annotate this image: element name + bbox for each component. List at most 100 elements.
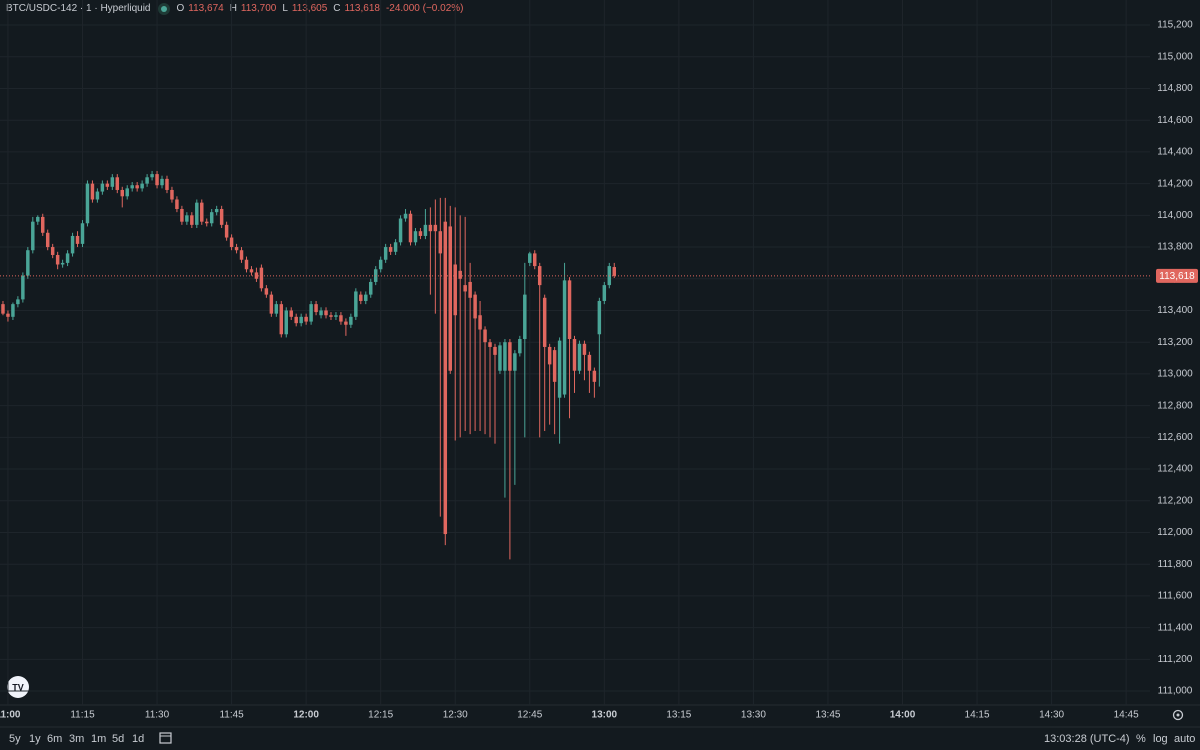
log-toggle[interactable]: log <box>1153 733 1168 745</box>
y-tick-label: 115,200 <box>1157 20 1193 31</box>
x-tick-label: 14:30 <box>1039 710 1064 721</box>
candle-body <box>339 315 343 322</box>
candle-body <box>135 185 139 189</box>
ohlc-label: O <box>176 3 185 14</box>
candle-body <box>200 202 204 222</box>
candle-body <box>70 235 75 254</box>
range-button[interactable]: 1m <box>91 733 107 745</box>
candle-body <box>65 253 70 263</box>
y-tick-label: 114,000 <box>1157 210 1193 221</box>
candle-body <box>175 199 179 209</box>
candle-body <box>85 183 90 224</box>
candle-body <box>498 345 502 371</box>
candle-body <box>274 304 279 314</box>
settings-icon[interactable] <box>1172 709 1184 721</box>
percent-toggle[interactable]: % <box>1136 733 1146 745</box>
candle-body <box>388 247 393 252</box>
candle-body <box>36 216 40 222</box>
auto-toggle[interactable]: auto <box>1174 733 1196 745</box>
x-tick-label: 12:45 <box>517 710 542 721</box>
last-price-tag <box>1156 268 1198 283</box>
y-tick-label: 112,200 <box>1157 495 1193 506</box>
candle-body <box>349 316 353 325</box>
candle-body <box>299 316 303 324</box>
y-tick-label: 113,200 <box>1157 337 1193 348</box>
candle-body <box>45 232 50 248</box>
candle-body <box>383 247 388 260</box>
tv-logo: TV <box>7 676 29 698</box>
candle-body <box>294 316 298 324</box>
candle-body <box>150 174 154 178</box>
candle-body <box>229 237 234 248</box>
candle-body <box>398 218 403 243</box>
bottom-toolbar: 5y 1y 6m 3m 1m 5d 1d 13:03:28 (UTC-4)% log auto <box>0 727 1200 750</box>
candle-body <box>418 231 423 236</box>
range-button[interactable]: 5d <box>112 733 125 745</box>
candle-body <box>592 370 597 382</box>
candle-body <box>443 221 448 535</box>
range-button[interactable]: 5y <box>9 733 21 745</box>
candle-body <box>552 350 557 382</box>
candle-body <box>50 247 55 255</box>
candle-body <box>567 280 572 340</box>
y-tick-label: 111,000 <box>1158 686 1193 697</box>
candle-body <box>115 177 120 190</box>
candle-body <box>393 242 398 252</box>
y-tick-label: 114,800 <box>1157 83 1193 94</box>
candle-body <box>433 224 438 232</box>
candle-body <box>205 221 209 224</box>
x-tick-label: 14:15 <box>965 710 990 721</box>
x-tick-label: 13:15 <box>666 710 691 721</box>
candle-body <box>289 310 293 317</box>
x-tick-label: 12:15 <box>368 710 393 721</box>
candle-body <box>513 353 517 371</box>
candle-body <box>105 183 110 187</box>
chart-header: BTC/USDC-142 · 1 · Hyperliquid O 113,674 H… <box>6 3 466 14</box>
candle-body <box>165 178 169 190</box>
svg-text:TV: TV <box>12 682 24 692</box>
candle-body <box>145 177 149 184</box>
y-tick-label: 114,400 <box>1157 147 1193 158</box>
y-tick-label: 112,000 <box>1157 527 1193 538</box>
y-tick-label: 114,600 <box>1157 115 1193 126</box>
candle-body <box>533 253 537 267</box>
candle-body <box>478 315 482 330</box>
x-tick-label: 14:00 <box>890 710 916 721</box>
range-button[interactable]: 6m <box>47 733 63 745</box>
candle-body <box>125 188 129 197</box>
candle-body <box>259 267 264 289</box>
y-tick-label: 113,400 <box>1157 305 1193 316</box>
candle-body <box>468 281 472 298</box>
candle-body <box>309 304 313 322</box>
candle-body <box>249 269 254 273</box>
candle-body <box>1 304 5 314</box>
candle-body <box>140 183 144 189</box>
candle-body <box>284 310 288 335</box>
grid <box>0 0 1150 705</box>
ohlc-label: C <box>333 3 341 14</box>
x-tick-label: 11:45 <box>219 710 244 721</box>
calendar-icon[interactable] <box>159 732 172 744</box>
x-tick-label: 13:45 <box>815 710 840 721</box>
ohlc-value: 113,618 <box>344 3 380 14</box>
candle-body <box>55 254 60 265</box>
candle-body <box>458 270 462 279</box>
candle-body <box>264 288 269 295</box>
y-tick-label: 113,800 <box>1157 242 1193 253</box>
candle-body <box>195 202 199 225</box>
candle-body <box>423 224 428 236</box>
candle-body <box>378 259 383 270</box>
candle-body <box>304 316 308 322</box>
candle-body <box>244 259 249 270</box>
range-button[interactable]: 1y <box>29 733 41 745</box>
candle-body <box>234 247 239 251</box>
candle-body <box>180 208 184 222</box>
candle-body <box>209 212 214 224</box>
x-tick-label: 14:45 <box>1114 710 1139 721</box>
range-button[interactable]: 3m <box>69 733 85 745</box>
range-button[interactable]: 1d <box>132 733 145 745</box>
candle-body <box>587 354 592 371</box>
candle-body <box>403 213 408 219</box>
